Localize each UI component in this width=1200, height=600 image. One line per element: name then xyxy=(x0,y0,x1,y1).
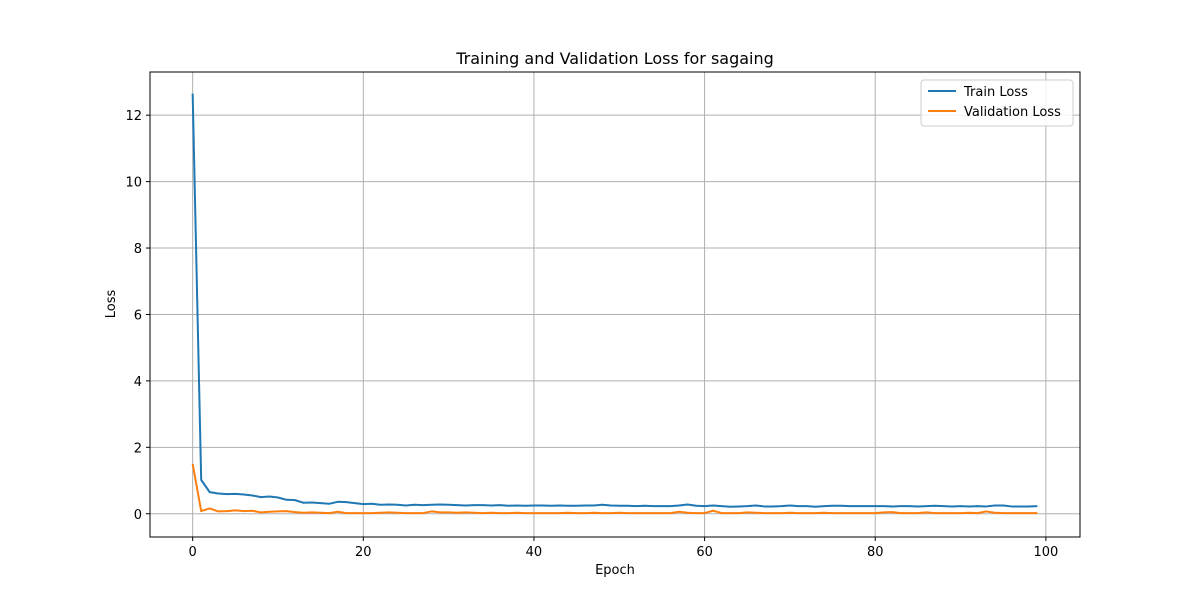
x-tick-label: 80 xyxy=(867,545,884,560)
x-tick-label: 20 xyxy=(355,545,372,560)
y-tick-label: 12 xyxy=(125,109,142,124)
y-tick-label: 6 xyxy=(134,308,142,323)
series-lines xyxy=(191,93,1038,515)
legend-box xyxy=(920,79,1074,127)
legend-label-train-loss: Train Loss xyxy=(963,85,1028,100)
legend: Train Loss Validation Loss xyxy=(920,79,1074,127)
y-tick-label: 10 xyxy=(125,176,142,191)
axis-ticks: 0 20 40 60 80 100 0 2 4 6 8 10 12 xyxy=(125,109,1058,560)
y-tick-label: 4 xyxy=(134,375,142,390)
chart-title: Training and Validation Loss for sagaing xyxy=(455,49,774,68)
y-axis-label: Loss xyxy=(104,290,119,319)
y-tick-label: 2 xyxy=(134,441,142,456)
x-tick-label: 100 xyxy=(1033,545,1058,560)
series-line-train-loss xyxy=(191,93,1038,508)
x-tick-label: 40 xyxy=(526,545,543,560)
x-tick-label: 60 xyxy=(696,545,713,560)
x-tick-label: 0 xyxy=(189,545,197,560)
legend-label-validation-loss: Validation Loss xyxy=(964,105,1061,120)
series-line-validation-loss xyxy=(191,463,1038,515)
y-tick-label: 0 xyxy=(134,508,142,523)
plot-frame xyxy=(149,71,1081,538)
y-tick-label: 8 xyxy=(134,242,142,257)
grid-lines xyxy=(150,72,1080,537)
x-axis-label: Epoch xyxy=(595,563,635,578)
